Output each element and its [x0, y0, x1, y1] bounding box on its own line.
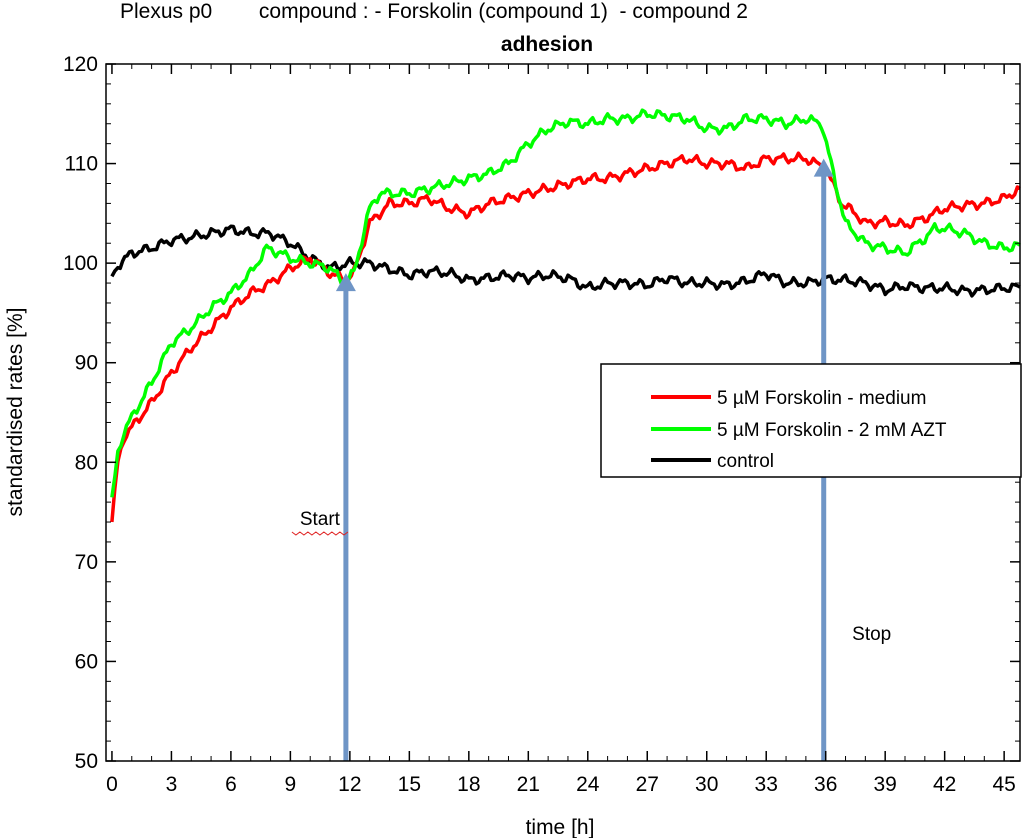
x-tick-label: 36 — [814, 773, 837, 796]
x-tick-label: 9 — [285, 773, 297, 796]
y-tick-label: 100 — [63, 252, 98, 275]
arrow-head — [813, 158, 834, 177]
x-tick-label: 30 — [695, 773, 718, 796]
chart-title: adhesion — [501, 33, 593, 56]
x-tick-label: 18 — [457, 773, 480, 796]
chart-title-line1: Plexus p0 compound : - Forskolin (compou… — [120, 0, 748, 23]
annotation-stop: Stop — [852, 624, 891, 645]
x-tick-label: 33 — [755, 773, 778, 796]
y-axis-label: standardised rates [%] — [4, 308, 27, 517]
x-tick-label: 15 — [398, 773, 421, 796]
series-line-0 — [110, 151, 1021, 523]
x-tick-label: 12 — [338, 773, 361, 796]
legend-label-forskolin-azt: 5 µM Forskolin - 2 mM AZT — [717, 420, 947, 441]
x-tick-label: 6 — [225, 773, 237, 796]
arrow-head — [335, 273, 356, 292]
x-tick-label: 39 — [874, 773, 897, 796]
x-tick-label: 0 — [106, 773, 118, 796]
y-tick-label: 70 — [75, 551, 98, 574]
annotation-labels: Start Stop — [291, 509, 891, 645]
x-tick-label: 27 — [636, 773, 659, 796]
x-tick-label: 21 — [517, 773, 540, 796]
legend-label-control: control — [717, 451, 774, 472]
legend: 5 µM Forskolin - medium 5 µM Forskolin -… — [600, 363, 1022, 478]
tick-labels: 0 3 6 9 12 15 18 21 24 27 30 33 36 39 42 45506070809010… — [63, 53, 1016, 796]
annotation-start: Start — [300, 509, 341, 530]
y-tick-label: 110 — [65, 153, 98, 176]
x-tick-label: 24 — [576, 773, 600, 796]
y-tick-label: 80 — [75, 451, 98, 474]
x-tick-label: 45 — [992, 773, 1015, 796]
plot-area — [110, 108, 1021, 523]
y-tick-label: 120 — [63, 53, 98, 76]
x-axis-label: time [h] — [526, 816, 595, 838]
y-tick-label: 50 — [75, 750, 98, 773]
series-line-1 — [110, 108, 1021, 498]
legend-label-forskolin-medium: 5 µM Forskolin - medium — [717, 388, 926, 409]
x-tick-label: 3 — [166, 773, 178, 796]
y-tick-label: 60 — [75, 650, 98, 673]
series-line-2 — [110, 224, 1021, 298]
axis-ticks — [106, 63, 1020, 762]
y-tick-label: 90 — [75, 352, 98, 375]
spellcheck-underline — [291, 531, 349, 536]
x-tick-label: 42 — [933, 773, 956, 796]
